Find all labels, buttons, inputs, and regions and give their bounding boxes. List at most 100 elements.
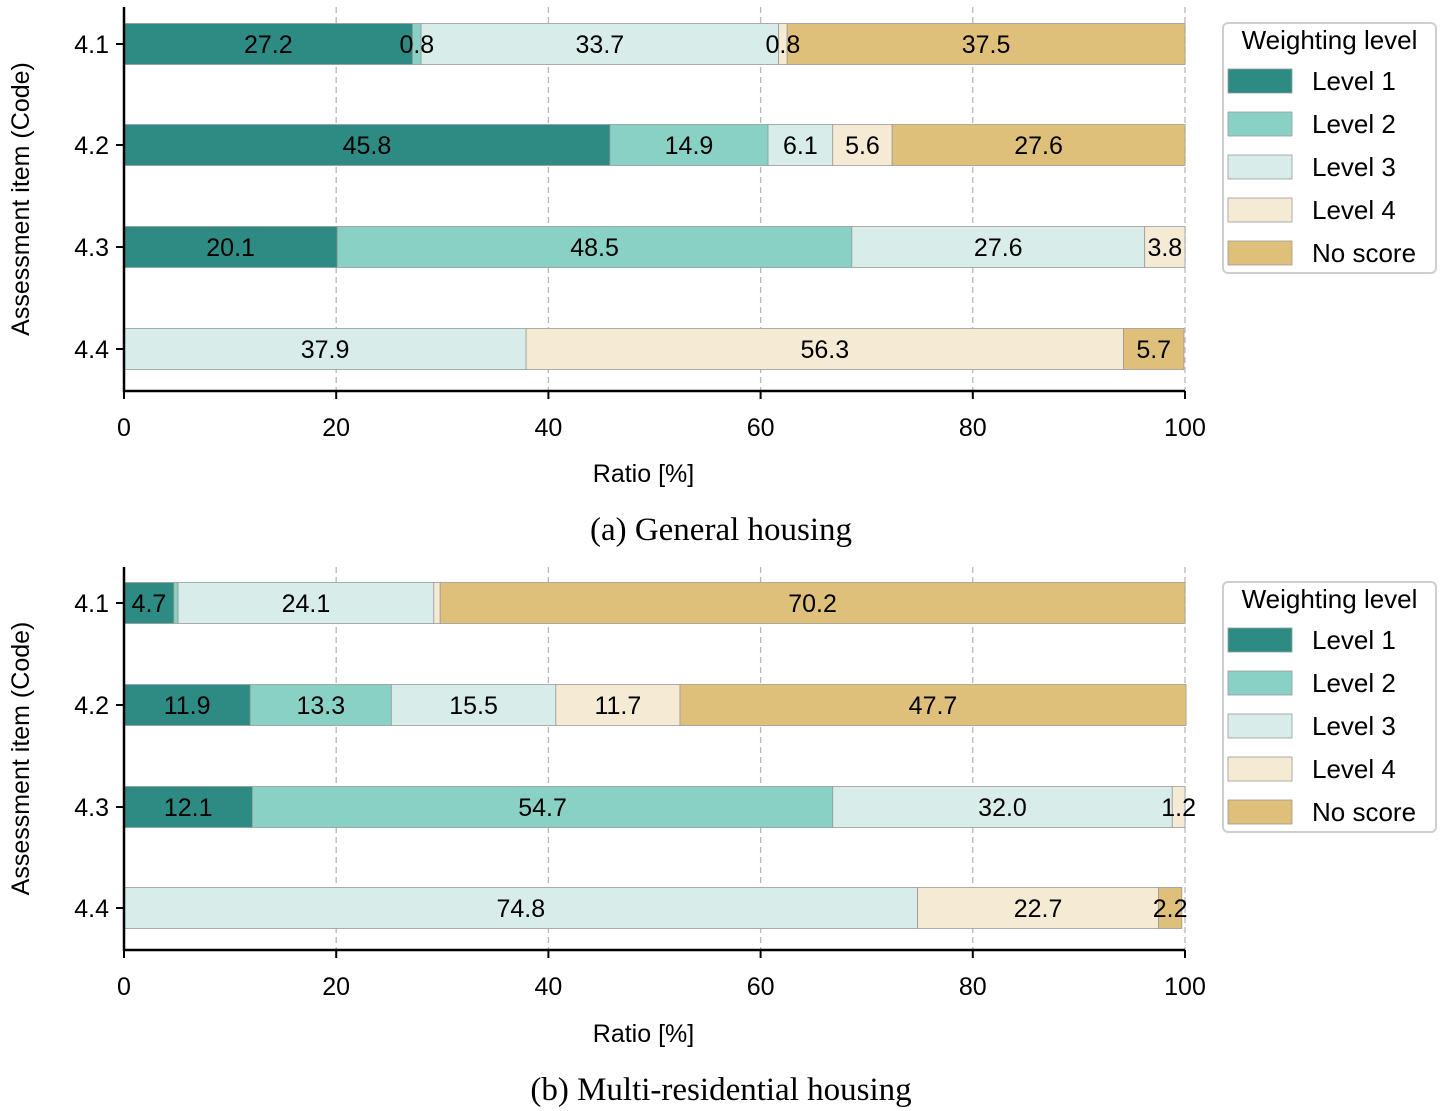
bar-value-label: 27.6: [974, 234, 1023, 262]
bar-value-label: 22.7: [1014, 895, 1063, 923]
x-tick-label: 60: [747, 414, 775, 442]
x-tick-label: 40: [534, 973, 562, 1001]
legend-label: Level 4: [1312, 195, 1396, 225]
legend-swatch: [1227, 799, 1293, 825]
chart-panel-1: 27.2 0.8 33.7 0.8 37.5 4.1 45.8 14.9 6.1 5.6 27.6 4…: [7, 7, 1437, 548]
bar-value-label: 47.7: [909, 692, 958, 720]
bar-segment: [123, 328, 527, 370]
bar-value-label: 12.1: [164, 794, 213, 822]
x-tick-label: 60: [747, 973, 775, 1001]
legend-swatch: [1227, 670, 1293, 696]
bar-segment: [390, 684, 557, 726]
bar-value-label: 4.7: [132, 590, 167, 618]
bar-segment: [123, 887, 919, 929]
bar-segment: [123, 23, 413, 65]
bar-segment: [1144, 226, 1186, 268]
legend-swatch: [1227, 111, 1293, 137]
bar-value-label: 24.1: [282, 590, 331, 618]
bar-segment: [609, 124, 769, 166]
bar-segment: [832, 786, 1173, 828]
bar-value-label: 74.8: [496, 895, 545, 923]
bar-value-label: 27.2: [244, 31, 293, 59]
bar-value-label: 32.0: [978, 794, 1027, 822]
bar-segment: [123, 786, 253, 828]
legend: Weighting level Level 1 Level 2 Level 3 Leve…: [1222, 22, 1437, 274]
bar-value-label: 33.7: [576, 31, 625, 59]
bar-value-label: 3.8: [1147, 234, 1182, 262]
bar-value-label: 2.2: [1153, 895, 1188, 923]
legend-swatch: [1227, 197, 1293, 223]
legend-label: Level 2: [1312, 668, 1396, 698]
bar-segment: [525, 328, 1124, 370]
figure-caption: (a) General housing: [590, 512, 852, 548]
bar-value-label: 0.8: [765, 31, 800, 59]
bar-segment: [177, 582, 435, 624]
y-tick-label: 4.2: [74, 132, 109, 160]
y-tick-label: 4.1: [74, 590, 109, 618]
x-axis-title: Ratio [%]: [593, 1020, 694, 1048]
legend: Weighting level Level 1 Level 2 Level 3 Leve…: [1222, 581, 1437, 833]
legend-label: Level 3: [1312, 152, 1396, 182]
bar-segment: [123, 684, 251, 726]
x-tick-label: 40: [534, 414, 562, 442]
bar-value-label: 48.5: [570, 234, 619, 262]
x-tick-label: 100: [1164, 973, 1206, 1001]
bar-value-label: 37.5: [962, 31, 1011, 59]
bar-segment: [123, 226, 338, 268]
bar-segment: [173, 582, 179, 624]
bar-value-label: 14.9: [665, 132, 714, 160]
legend-swatch: [1227, 756, 1293, 782]
bar-value-label: 45.8: [343, 132, 392, 160]
x-tick-label: 0: [117, 973, 131, 1001]
bar-value-label: 13.3: [296, 692, 345, 720]
legend-box: [1222, 581, 1437, 833]
legend-swatch: [1227, 240, 1293, 266]
bar-segment: [786, 23, 1186, 65]
bar-value-label: 70.2: [788, 590, 837, 618]
bar-segment: [1158, 887, 1183, 929]
bar-value-label: 27.6: [1014, 132, 1063, 160]
bar-value-label: 0.8: [399, 31, 434, 59]
y-axis-title: Assessment item (Code): [7, 622, 35, 896]
bar-segment: [1123, 328, 1185, 370]
legend-label: Level 1: [1312, 66, 1396, 96]
x-tick-label: 20: [322, 973, 350, 1001]
bar-segment: [851, 226, 1146, 268]
bar-segment: [439, 582, 1186, 624]
bar-value-label: 1.2: [1161, 794, 1196, 822]
bar-value-label: 54.7: [518, 794, 567, 822]
legend-swatch: [1227, 68, 1293, 94]
legend-label: Level 3: [1312, 711, 1396, 741]
bar-segment: [1171, 786, 1186, 828]
figure-caption: (b) Multi-residential housing: [530, 1072, 911, 1108]
x-tick-label: 100: [1164, 414, 1206, 442]
y-tick-label: 4.1: [74, 31, 109, 59]
bar-value-label: 5.6: [845, 132, 880, 160]
x-tick-label: 0: [117, 414, 131, 442]
legend-box: [1222, 22, 1437, 274]
bar-segment: [336, 226, 853, 268]
legend-swatch: [1227, 627, 1293, 653]
chart-panel-2: 4.7 24.1 70.2 4.1 11.9 13.3 15.5 11.7 47.7 4.2 12.…: [7, 567, 1437, 1108]
legend-title: Weighting level: [1242, 25, 1418, 55]
y-tick-label: 4.4: [74, 895, 109, 923]
legend-label: No score: [1312, 797, 1416, 827]
x-tick-label: 20: [322, 414, 350, 442]
bar-value-label: 37.9: [301, 336, 350, 364]
bar-value-label: 11.7: [594, 692, 641, 720]
bar-value-label: 6.1: [783, 132, 818, 160]
bar-segment: [679, 684, 1187, 726]
bar-segment: [433, 582, 441, 624]
legend-label: Level 4: [1312, 754, 1396, 784]
bar-value-label: 20.1: [206, 234, 255, 262]
bar-value-label: 5.7: [1136, 336, 1171, 364]
bar-segment: [891, 124, 1186, 166]
x-tick-label: 80: [959, 973, 987, 1001]
bar-value-label: 11.9: [164, 692, 211, 720]
legend-label: No score: [1312, 238, 1416, 268]
x-axis-title: Ratio [%]: [593, 460, 694, 488]
y-tick-label: 4.3: [74, 794, 109, 822]
legend-label: Level 2: [1312, 109, 1396, 139]
bar-segment: [420, 23, 780, 65]
